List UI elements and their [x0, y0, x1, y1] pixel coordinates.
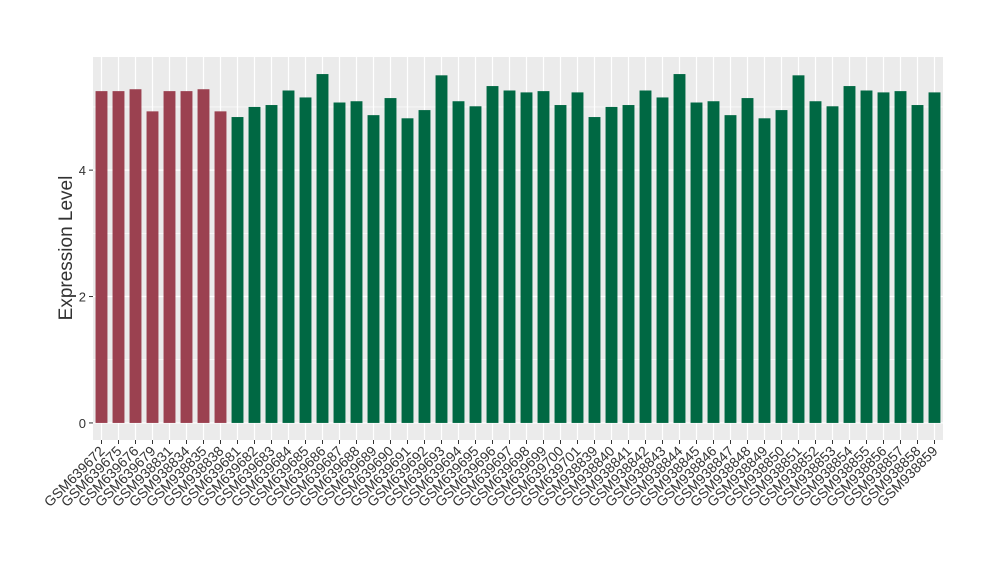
bar: [911, 105, 924, 423]
bar: [282, 90, 295, 423]
bar: [537, 91, 550, 423]
bar: [418, 110, 431, 423]
bar: [214, 111, 227, 423]
bar: [163, 91, 176, 423]
bar: [180, 91, 193, 423]
bar: [435, 75, 448, 423]
bar: [877, 92, 890, 423]
bar: [503, 90, 516, 423]
bar: [146, 111, 159, 423]
bar: [265, 105, 278, 423]
bar: [639, 90, 652, 423]
bar: [605, 106, 618, 423]
y-tick-label: 2: [79, 290, 86, 305]
bar: [622, 105, 635, 423]
bar: [350, 101, 363, 423]
bar: [724, 115, 737, 423]
bar: [520, 92, 533, 423]
bar: [860, 90, 873, 423]
bar: [401, 118, 414, 423]
bar: [843, 86, 856, 423]
bar: [248, 106, 261, 423]
bar: [792, 75, 805, 423]
bar: [95, 91, 108, 423]
bar: [775, 110, 788, 423]
bar: [571, 92, 584, 423]
bar: [554, 105, 567, 423]
bar: [588, 117, 601, 423]
bar: [367, 115, 380, 423]
bar: [486, 86, 499, 423]
bar: [707, 101, 720, 423]
bar: [809, 101, 822, 423]
bar: [231, 117, 244, 423]
y-axis-label: Expression Level: [56, 176, 77, 321]
bar: [928, 92, 941, 423]
bar: [741, 98, 754, 423]
bar: [452, 101, 465, 423]
bar: [112, 91, 125, 423]
bar: [673, 74, 686, 423]
bar: [197, 89, 210, 423]
bar: [690, 102, 703, 423]
y-tick-label: 4: [79, 163, 86, 178]
bar: [384, 98, 397, 423]
bar: [333, 102, 346, 423]
bar: [299, 97, 312, 423]
bar: [758, 118, 771, 423]
bar: [894, 91, 907, 423]
bar: [826, 106, 839, 423]
bar: [469, 106, 482, 423]
bar: [316, 74, 329, 423]
bar: [129, 89, 142, 423]
y-tick-label: 0: [79, 416, 86, 431]
bar: [656, 97, 669, 423]
